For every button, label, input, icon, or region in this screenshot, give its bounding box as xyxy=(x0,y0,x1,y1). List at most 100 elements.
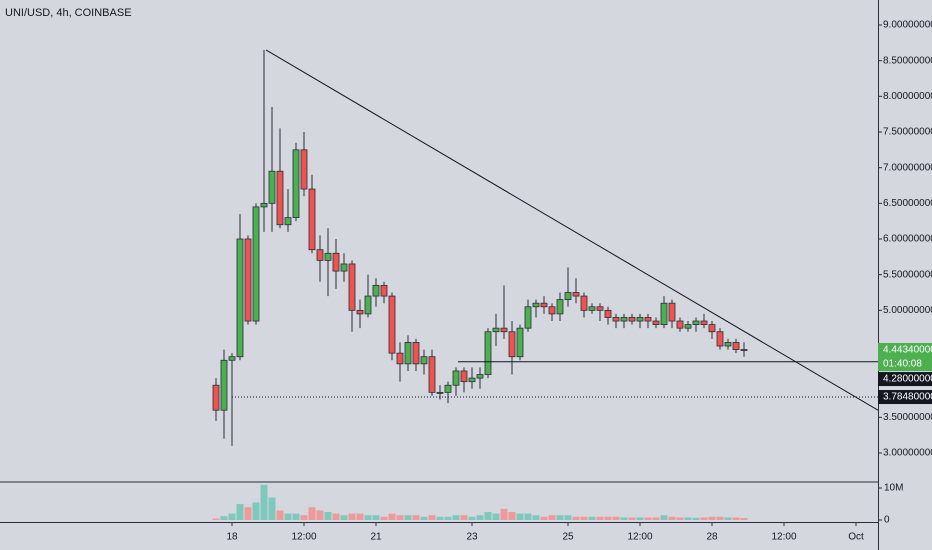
candle-body xyxy=(412,342,420,365)
candle-body xyxy=(236,238,244,358)
candle-body xyxy=(276,170,284,226)
volume-bar xyxy=(516,513,524,520)
y-tick-label: 6.00000000 xyxy=(883,234,932,245)
volume-bar xyxy=(556,515,564,520)
volume-bar xyxy=(212,518,220,520)
candle-body xyxy=(524,306,532,329)
candle-body xyxy=(316,249,324,261)
volume-bar xyxy=(508,512,516,520)
candle-body xyxy=(388,295,396,354)
volume-bar xyxy=(332,513,340,520)
volume-bar xyxy=(220,516,228,520)
candle-body xyxy=(428,356,436,393)
volume-bar xyxy=(548,515,556,520)
candle-body xyxy=(548,306,556,315)
volume-bar xyxy=(476,515,484,520)
y2-tick-label: 10M xyxy=(884,483,903,494)
x-tick-label: 28 xyxy=(706,532,718,543)
volume-bar xyxy=(412,515,420,520)
candle-body xyxy=(604,309,612,318)
volume-bar xyxy=(604,516,612,520)
volume-bar xyxy=(300,515,308,520)
volume-bar xyxy=(700,517,708,520)
candle-body xyxy=(212,384,220,411)
volume-bar xyxy=(740,518,748,520)
candle-body xyxy=(492,327,500,333)
volume-bar xyxy=(444,516,452,520)
candle-body xyxy=(556,299,564,315)
chart-title: UNI/USD, 4h, COINBASE xyxy=(5,7,132,19)
y-tick-label: 9.00000000 xyxy=(883,20,932,31)
volume-bar xyxy=(348,513,356,520)
candle-body xyxy=(660,302,668,326)
volume-bar xyxy=(236,504,244,520)
x-tick-label: 12:00 xyxy=(771,532,796,543)
volume-bar xyxy=(540,516,548,520)
volume-bar xyxy=(588,516,596,520)
volume-bar xyxy=(484,512,492,520)
candle-body xyxy=(676,320,684,329)
candle-body xyxy=(252,206,260,322)
candle-body xyxy=(564,292,572,301)
volume-bar xyxy=(460,515,468,520)
y-tick-label: 3.00000000 xyxy=(883,448,932,459)
volume-bar xyxy=(388,513,396,520)
candle-body xyxy=(364,295,372,315)
candle-body xyxy=(324,252,332,261)
candle-body xyxy=(580,295,588,311)
volume-bar xyxy=(676,517,684,520)
price-label: 4.28000000 xyxy=(883,374,932,385)
volume-bar xyxy=(532,515,540,520)
y-tick-label: 6.50000000 xyxy=(883,198,932,209)
volume-bar xyxy=(492,513,500,520)
volume-bar xyxy=(572,516,580,520)
candle-body xyxy=(620,317,628,322)
candle-body xyxy=(500,327,508,333)
candle-body xyxy=(596,306,604,311)
volume-bar xyxy=(452,515,460,520)
candle-body xyxy=(716,331,724,347)
candle-body xyxy=(668,302,676,322)
volume-bar xyxy=(428,515,436,520)
volume-bar xyxy=(692,517,700,520)
x-tick-label: 21 xyxy=(370,532,382,543)
volume-bar xyxy=(580,516,588,520)
volume-bar xyxy=(436,516,444,520)
candle-body xyxy=(260,202,268,208)
x-tick-label: 12:00 xyxy=(627,532,652,543)
x-tick-label: 18 xyxy=(226,532,238,543)
volume-bar xyxy=(372,515,380,520)
volume-bar xyxy=(380,516,388,520)
candle-body xyxy=(644,317,652,322)
volume-bar xyxy=(228,513,236,520)
x-tick-label: 25 xyxy=(562,532,574,543)
last-price-box xyxy=(878,343,932,358)
countdown-box xyxy=(878,357,932,372)
candle-body xyxy=(300,149,308,190)
candle-body xyxy=(684,324,692,329)
candle-body xyxy=(652,320,660,326)
candle-body xyxy=(516,327,524,358)
volume-bar xyxy=(404,515,412,520)
volume-bar xyxy=(628,517,636,520)
candle-body xyxy=(220,359,228,411)
last-price-label: 4.44340000 xyxy=(883,345,932,356)
volume-bar xyxy=(260,484,268,520)
volume-bar xyxy=(612,516,620,520)
candle-body xyxy=(452,370,460,386)
volume-bar xyxy=(308,507,316,520)
trendline xyxy=(265,49,879,411)
volume-bar xyxy=(708,516,716,520)
volume-bar xyxy=(652,517,660,520)
y-tick-label: 7.50000000 xyxy=(883,127,932,138)
candle-body xyxy=(588,306,596,311)
candle-body xyxy=(532,302,540,308)
candle-body xyxy=(636,317,644,322)
candle-body xyxy=(348,263,356,311)
candle-body xyxy=(740,349,748,351)
candle-body xyxy=(380,284,388,297)
volume-bar xyxy=(724,517,732,520)
candle-body xyxy=(284,217,292,226)
volume-bar xyxy=(316,510,324,520)
